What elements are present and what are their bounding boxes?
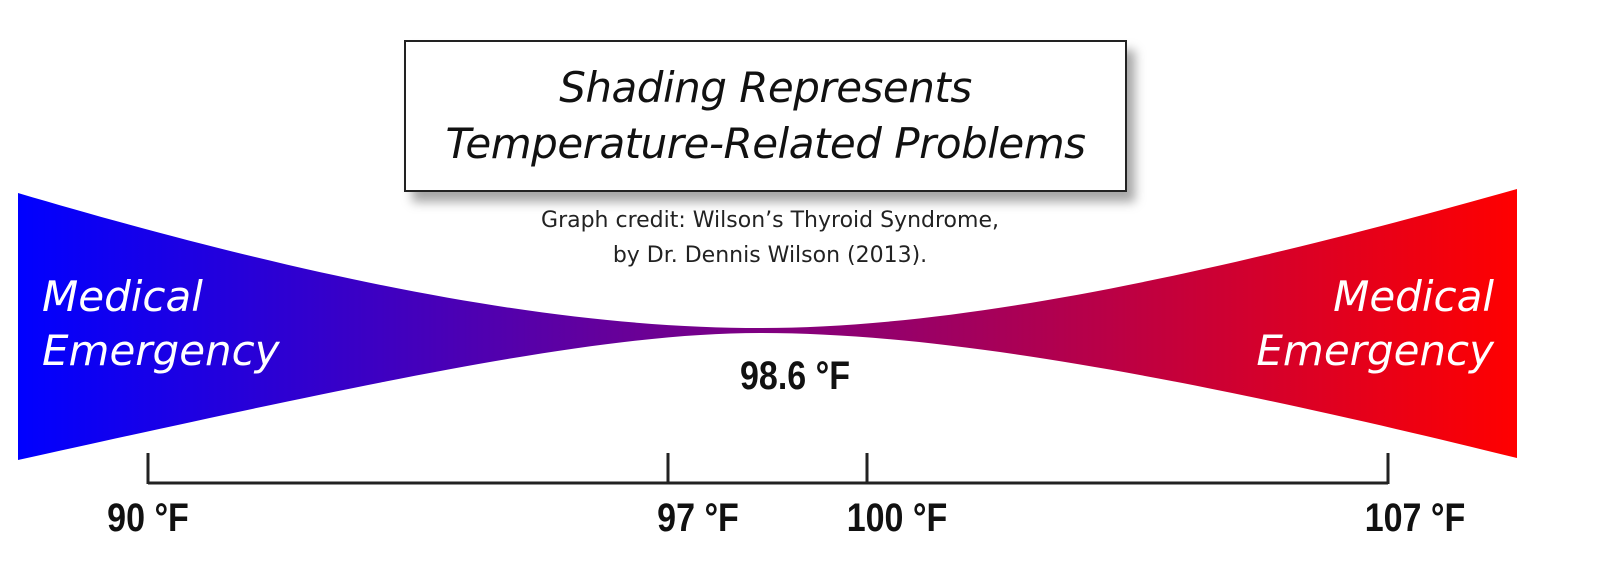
tick-label-90: 90 °F — [107, 496, 189, 540]
temperature-shading — [18, 189, 1517, 460]
credit-line-2: by Dr. Dennis Wilson (2013). — [612, 243, 928, 268]
right-emergency-label: Medical Emergency — [1256, 270, 1494, 378]
tick-label-97: 97 °F — [657, 496, 739, 540]
title-box: Shading Represents Temperature-Related P… — [404, 40, 1127, 192]
left-label-line-1: Medical — [42, 272, 203, 321]
temperature-axis — [146, 453, 1390, 485]
tick-label-107: 107 °F — [1364, 496, 1466, 540]
right-label-line-1: Medical — [1333, 272, 1494, 321]
left-emergency-label: Medical Emergency — [42, 270, 280, 378]
tick-label-100: 100 °F — [846, 496, 948, 540]
left-label-line-2: Emergency — [42, 326, 280, 375]
title-line-1: Shading Represents — [559, 63, 972, 112]
normal-temp-label: 98.6 °F — [740, 354, 850, 398]
credit-line-1: Graph credit: Wilson’s Thyroid Syndrome, — [541, 208, 999, 233]
right-label-line-2: Emergency — [1256, 326, 1494, 375]
title-line-2: Temperature-Related Problems — [445, 119, 1086, 168]
